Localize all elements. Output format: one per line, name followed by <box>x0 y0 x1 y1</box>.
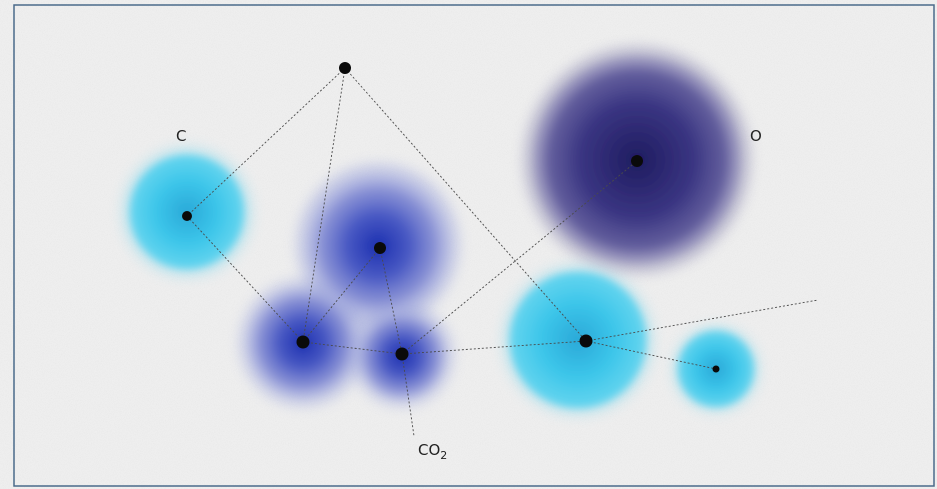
link-blue-left-blue-right <box>302 341 403 355</box>
link-top-cyan-large <box>344 67 587 342</box>
node-blue-left <box>296 335 310 349</box>
link-co2-leader <box>401 353 415 437</box>
sphere-cyan-large <box>510 272 646 408</box>
link-cyan-large-outward <box>585 299 819 342</box>
frame <box>13 4 935 487</box>
link-blue-right-cyan-large <box>401 340 587 355</box>
label-co2-main: CO <box>418 441 440 459</box>
link-blue-left-blue-top <box>302 247 381 343</box>
label-c: C <box>176 127 186 145</box>
node-top <box>339 62 351 74</box>
label-co2-sub: 2 <box>440 449 447 462</box>
node-indigo <box>631 155 643 167</box>
label-o: O <box>750 127 762 145</box>
node-cyan-large <box>579 334 593 348</box>
links <box>186 67 819 437</box>
nodes <box>182 62 720 373</box>
link-c-blue-left <box>186 215 304 343</box>
node-cyan-small <box>712 365 720 373</box>
node-c <box>182 211 192 221</box>
node-blue-top <box>374 242 386 254</box>
link-top-c <box>186 67 346 217</box>
label-co2: CO2 <box>418 441 447 462</box>
link-blue-right-indigo <box>401 160 638 355</box>
node-blue-right <box>395 347 409 361</box>
